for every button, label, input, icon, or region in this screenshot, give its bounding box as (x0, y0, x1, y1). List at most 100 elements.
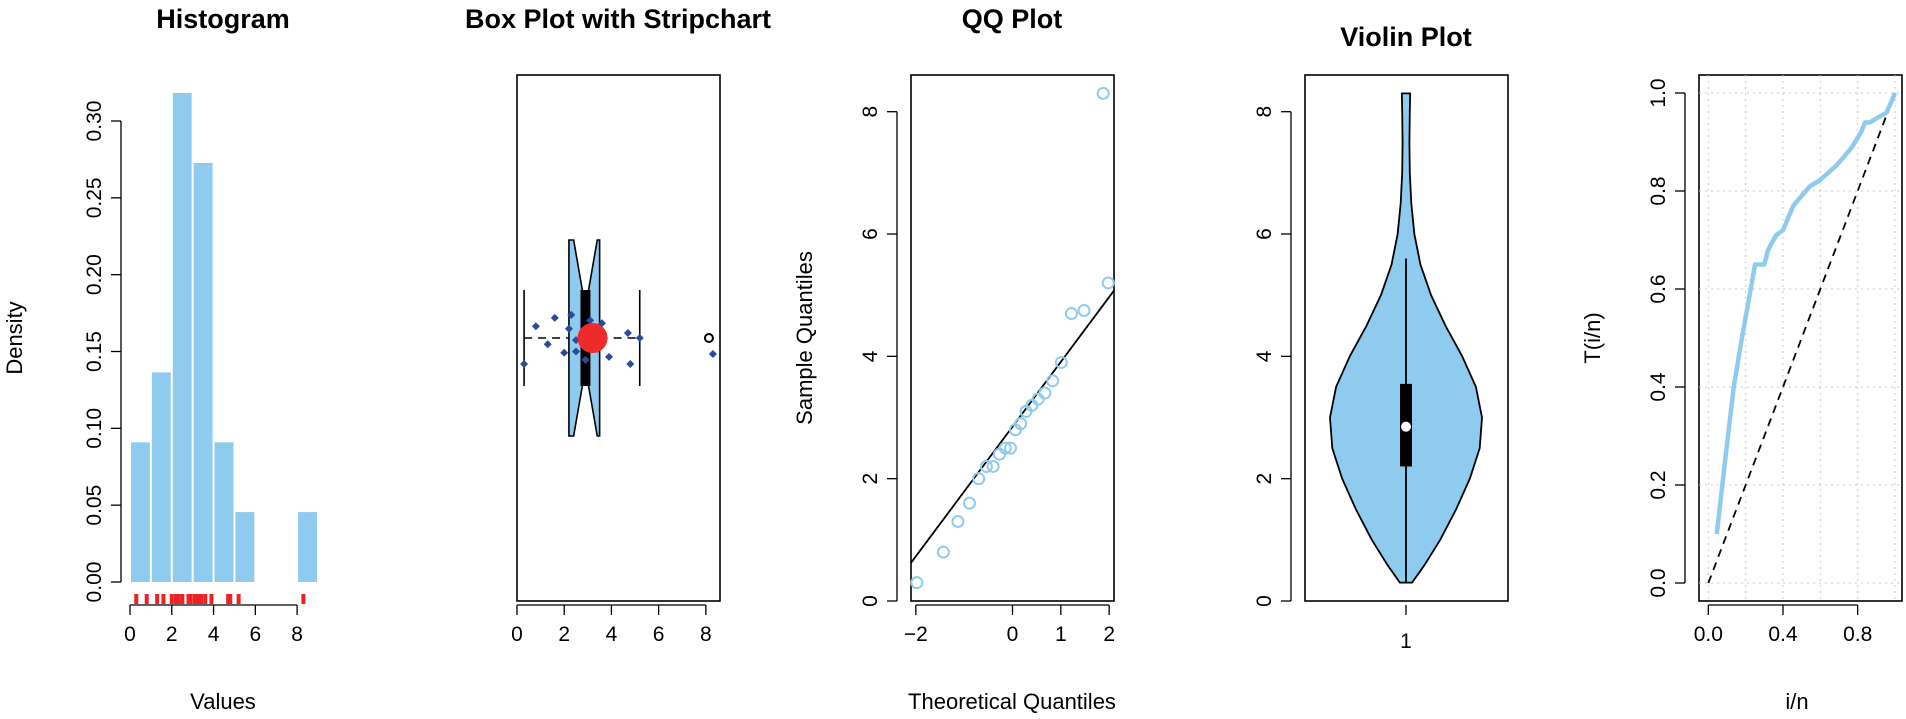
qqplot-x-tick-label: 1 (1055, 623, 1067, 646)
qqplot-y-tick-label: 4 (859, 350, 882, 362)
qqplot-x-tick-label: 2 (1103, 623, 1115, 646)
histogram-bar (214, 442, 234, 582)
qqplot-point (1096, 86, 1110, 100)
violin-frame (1304, 74, 1509, 602)
ttt-x-tick-label: 0.0 (1694, 623, 1723, 646)
violin-x-tick-label: 1 (1400, 630, 1412, 653)
qqplot-point (1101, 276, 1115, 290)
qqplot-title: QQ Plot (962, 4, 1063, 34)
qqplot-point (951, 514, 965, 528)
qqplot-point (936, 545, 950, 559)
boxplot-strip-point (626, 360, 635, 369)
histogram-x-tick-label: 2 (166, 623, 178, 646)
boxplot-strip-point (605, 352, 614, 361)
histogram-panel: Histogram Values Density 0 2 4 6 8 0.00 0.05 0.… (2, 4, 317, 714)
boxplot-frame (516, 74, 721, 602)
boxplot-strip-point (567, 310, 576, 319)
qqplot-y-tick-label: 6 (859, 228, 882, 240)
qqplot-frame (910, 74, 1115, 602)
ttt-diagonal (1707, 92, 1896, 584)
qqplot-point (1064, 307, 1078, 321)
ttt-x-tick-label: 0.8 (1843, 623, 1872, 646)
histogram-y-tick-label: 0.00 (83, 562, 106, 603)
qqplot-x-tick-label: −2 (904, 623, 928, 646)
ttt-x-tick-label: 0.4 (1768, 623, 1798, 646)
histogram-bar (131, 442, 150, 582)
qqplot-point (998, 441, 1012, 455)
histogram-x-tick-label: 0 (124, 623, 136, 646)
qqplot-reference-line (910, 289, 1115, 564)
boxplot-strip-point (564, 324, 573, 333)
qqplot-x-tick-label: 0 (1007, 623, 1019, 646)
qqplot-point (1014, 417, 1028, 431)
qqplot-y-tick-label: 0 (859, 595, 882, 607)
qqplot-y-tick-label: 2 (859, 473, 882, 485)
violin-median (1401, 421, 1411, 432)
histogram-bar (172, 93, 192, 583)
boxplot-strip-point (520, 360, 529, 369)
histogram-bar (298, 512, 317, 582)
boxplot-strip-point (550, 313, 559, 322)
histogram-x-tick-label: 6 (249, 623, 261, 646)
boxplot-strip-point (581, 355, 590, 364)
ttt-panel: i/n T(i/n) 0.0 0.4 0.8 0.0 0.2 0.4 0.6 0.8 1.0 (1580, 74, 1903, 714)
ttt-y-tick-label: 0.2 (1647, 470, 1670, 499)
boxplot-strip-point (531, 322, 540, 331)
violin-y-tick-label: 4 (1253, 350, 1276, 362)
histogram-y-tick-label: 0.15 (83, 331, 106, 372)
qqplot-point (1077, 303, 1091, 317)
histogram-y-tick-label: 0.20 (83, 254, 106, 295)
qqplot-point (1046, 374, 1060, 388)
histogram-y-tick-label: 0.05 (83, 485, 106, 526)
qqplot-panel: QQ Plot Theoretical Quantiles Sample Qua… (792, 4, 1116, 714)
violin-y-tick-label: 8 (1253, 106, 1276, 118)
ttt-y-tick-label: 0.6 (1647, 274, 1670, 303)
histogram-title: Histogram (156, 4, 290, 34)
ttt-ylabel: T(i/n) (1580, 312, 1605, 363)
qqplot-point (986, 459, 1000, 473)
boxplot-outlier (703, 333, 714, 343)
boxplot-strip-point (708, 349, 717, 358)
qqplot-point (979, 459, 993, 473)
boxplot-mean-marker (577, 323, 608, 353)
boxplot-x-tick-label: 8 (700, 623, 712, 646)
boxplot-strip-point (623, 328, 632, 337)
ttt-y-tick-label: 1.0 (1647, 78, 1670, 107)
boxplot-x-tick-label: 2 (558, 623, 570, 646)
qqplot-point (972, 472, 986, 486)
qqplot-ylabel: Sample Quantiles (792, 251, 817, 425)
ttt-y-tick-label: 0.8 (1647, 176, 1670, 205)
boxplot-strip-point (586, 316, 595, 325)
qqplot-y-tick-label: 8 (859, 106, 882, 118)
boxplot-strip-point (635, 334, 644, 342)
histogram-y-tick-label: 0.25 (83, 177, 106, 218)
violin-y-tick-label: 6 (1253, 228, 1276, 240)
boxplot-x-tick-label: 0 (511, 623, 523, 646)
ttt-curve (1714, 92, 1898, 535)
qqplot-point (1054, 355, 1068, 369)
ttt-y-tick-label: 0.0 (1647, 568, 1670, 597)
boxplot-strip-point (543, 340, 552, 349)
qqplot-point (910, 576, 924, 590)
histogram-y-tick-label: 0.30 (83, 101, 106, 142)
histogram-bar (151, 372, 171, 582)
qqplot-point (1031, 392, 1045, 406)
qqplot-point (962, 496, 976, 510)
histogram-bar (235, 512, 255, 582)
histogram-ylabel: Density (2, 301, 27, 374)
boxplot-x-tick-label: 6 (653, 623, 665, 646)
histogram-xlabel: Values (190, 689, 256, 714)
violin-y-tick-label: 0 (1253, 595, 1276, 607)
qqplot-xlabel: Theoretical Quantiles (908, 689, 1116, 714)
boxplot-panel: Box Plot with Stripchart 0 2 4 6 8 (465, 4, 771, 646)
ttt-y-tick-label: 0.4 (1647, 372, 1670, 402)
boxplot-title: Box Plot with Stripchart (465, 4, 771, 34)
histogram-bar (193, 162, 213, 583)
violin-title: Violin Plot (1340, 22, 1472, 52)
violin-panel: Violin Plot 0 2 4 6 8 1 (1253, 22, 1509, 653)
ttt-xlabel: i/n (1785, 689, 1808, 714)
boxplot-strip-point (560, 348, 569, 357)
boxplot-x-tick-label: 4 (606, 623, 618, 646)
histogram-x-tick-label: 8 (291, 623, 303, 646)
